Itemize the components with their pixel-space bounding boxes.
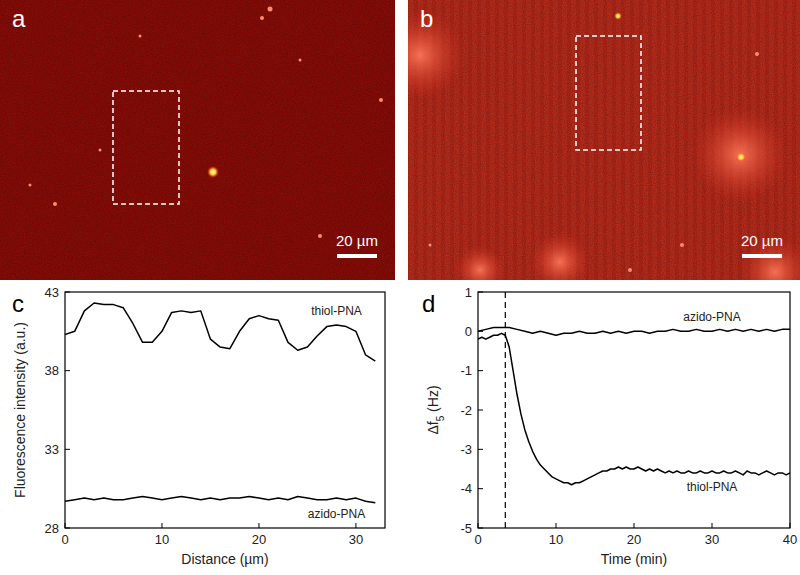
plot-area <box>65 303 375 503</box>
bright-spot <box>53 202 57 206</box>
x-tick <box>712 523 713 528</box>
scale-bar <box>337 254 377 258</box>
series-label: thiol-PNA <box>311 304 362 318</box>
image-noise <box>0 0 395 280</box>
glow <box>692 107 788 203</box>
y-tick <box>478 449 483 450</box>
bright-spot <box>29 184 32 187</box>
image-stripes <box>408 0 800 280</box>
x-tick-label: 30 <box>705 532 719 547</box>
series-label: thiol-PNA <box>687 480 738 494</box>
x-tick <box>161 523 162 528</box>
x-tick <box>790 523 791 528</box>
bright-spot <box>736 152 746 162</box>
chart: d 0 10 20 30 40 -5 -4 -3 -2 -1 0 1 Time (min) Δf5 (Hz)… <box>422 285 797 568</box>
plot-frame <box>478 292 790 528</box>
series-label: azido-PNA <box>683 310 740 324</box>
x-tick-label: 10 <box>155 532 169 547</box>
panel-label: c <box>12 290 24 317</box>
scale-bar-label: 20 µm <box>741 232 783 249</box>
y-tick <box>65 528 70 529</box>
bright-spot <box>680 243 684 247</box>
x-axis-label: Distance (µm) <box>181 551 268 567</box>
y-tick-label: -2 <box>460 403 472 418</box>
y-tick-label: -1 <box>460 363 472 378</box>
region-box <box>576 36 641 150</box>
y-tick-label: 1 <box>465 285 472 300</box>
region-box <box>113 91 179 204</box>
y-tick <box>478 410 483 411</box>
scale-bar <box>742 254 782 258</box>
bright-spot <box>755 52 759 56</box>
figure: 20 µma20 µmbc010203028333843Distance (µm… <box>0 0 800 575</box>
plot-frame <box>65 292 385 528</box>
bright-spot <box>379 98 383 102</box>
y-tick-label: 38 <box>45 363 59 378</box>
x-tick-label: 20 <box>252 532 266 547</box>
panel-label: a <box>12 5 26 32</box>
series-label: azido-PNA <box>308 507 365 521</box>
x-tick-label: 40 <box>783 532 797 547</box>
panel-label: d <box>422 290 435 317</box>
y-axis-label: Δf5 (Hz) <box>425 385 446 434</box>
bright-spot <box>99 149 102 152</box>
x-tick <box>355 523 356 528</box>
y-tick <box>478 528 483 529</box>
x-tick <box>258 523 259 528</box>
x-tick-label: 10 <box>549 532 563 547</box>
bright-spot <box>628 268 632 272</box>
y-tick-label: 33 <box>45 442 59 457</box>
x-tick-label: 30 <box>349 532 363 547</box>
bright-spot <box>318 234 322 238</box>
micrograph <box>0 0 395 280</box>
y-tick <box>65 292 70 293</box>
y-tick-label: 0 <box>465 324 472 339</box>
y-tick-label: 43 <box>45 285 59 300</box>
x-tick-label: 0 <box>61 532 68 547</box>
glow <box>455 245 505 280</box>
glow <box>408 10 465 100</box>
bright-spot <box>299 59 302 62</box>
plot-area <box>478 292 790 528</box>
bright-spot <box>429 244 432 247</box>
y-tick-label: 28 <box>45 521 59 536</box>
x-tick <box>478 523 479 528</box>
image-noise <box>408 0 800 280</box>
x-tick-label: 0 <box>474 532 481 547</box>
x-tick-label: 20 <box>627 532 641 547</box>
y-tick-label: -4 <box>460 481 472 496</box>
y-axis-label: Fluorescence intensity (a.u.) <box>12 322 28 498</box>
y-tick <box>478 488 483 489</box>
series-line <box>478 327 790 335</box>
x-tick <box>65 523 66 528</box>
glow <box>530 232 590 280</box>
y-tick <box>65 370 70 371</box>
bright-spot <box>207 166 219 178</box>
bright-spot <box>139 35 142 38</box>
image-background <box>408 0 800 280</box>
scale-bar-label: 20 µm <box>336 232 378 249</box>
x-axis-label: Time (min) <box>601 551 667 567</box>
y-tick-label: -5 <box>460 521 472 536</box>
y-tick <box>65 449 70 450</box>
series-line <box>65 303 375 361</box>
bright-spot <box>268 7 273 12</box>
panel-label: b <box>420 5 433 32</box>
bright-spot <box>614 12 622 20</box>
micrograph <box>408 0 800 280</box>
y-tick <box>478 292 483 293</box>
series-line <box>65 497 375 503</box>
x-tick <box>556 523 557 528</box>
x-tick <box>634 523 635 528</box>
chart: c 0 10 20 30 28 33 38 43 Distance (µm) Fluorescenc… <box>12 285 385 568</box>
bright-spot <box>260 16 264 20</box>
image-background <box>0 0 395 280</box>
series-line <box>478 333 790 484</box>
y-tick-label: -3 <box>460 442 472 457</box>
y-tick <box>478 370 483 371</box>
